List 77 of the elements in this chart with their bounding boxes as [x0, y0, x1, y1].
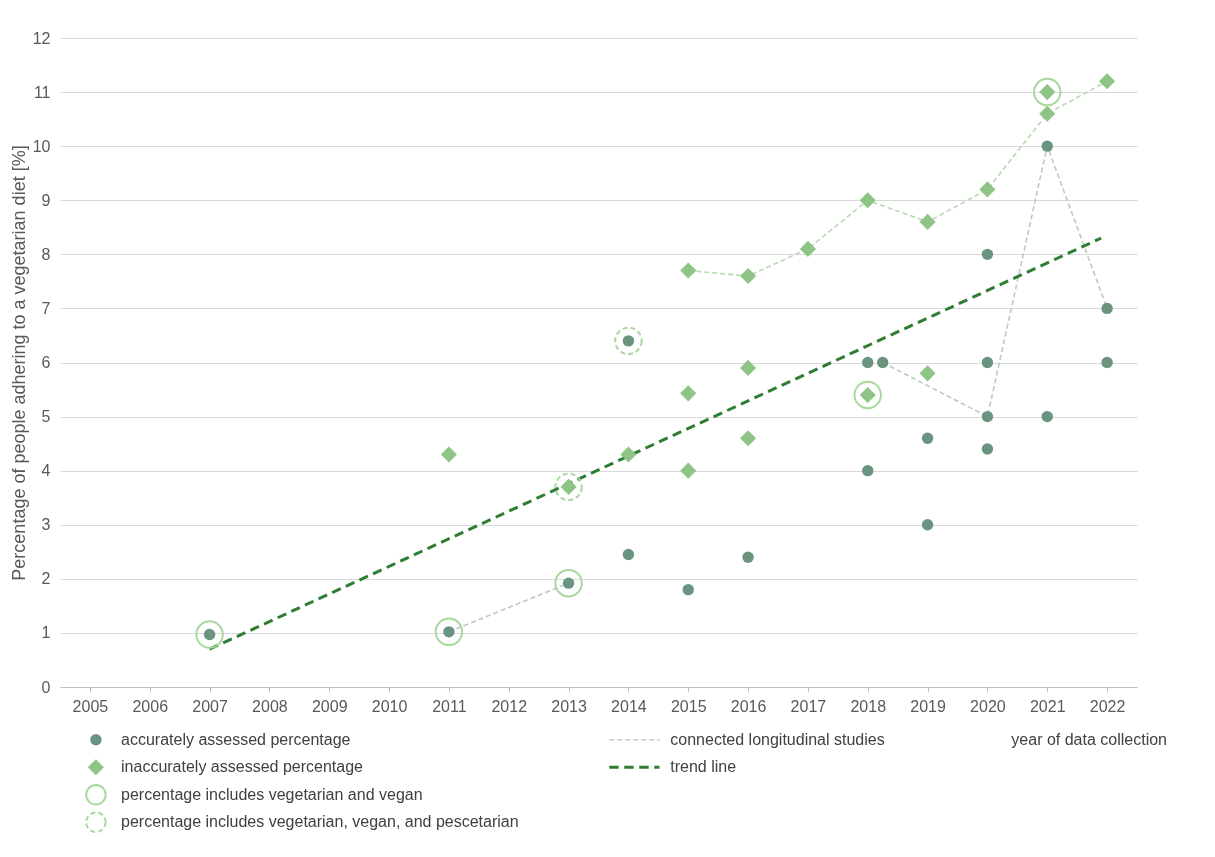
y-tick-label: 8 [41, 245, 51, 263]
point [614, 326, 643, 356]
point [740, 267, 757, 285]
point [1099, 73, 1116, 90]
point [622, 548, 635, 561]
x-tick-label: 2011 [432, 697, 467, 715]
point [979, 181, 996, 198]
legend-label: inaccurately assessed percentage [121, 758, 364, 776]
point [680, 385, 697, 402]
legend-label: trend line [670, 758, 737, 776]
x-tick-label: 2018 [850, 697, 887, 715]
point [981, 443, 994, 455]
point [799, 240, 816, 257]
point [680, 262, 697, 279]
point [1101, 356, 1113, 369]
point [740, 359, 757, 376]
y-tick-label: 6 [41, 354, 51, 371]
point [1033, 77, 1062, 107]
point [1041, 140, 1053, 152]
x-tick-label: 2010 [371, 697, 408, 715]
y-tick-label: 7 [41, 299, 51, 317]
legend-label: accurately assessed percentage [121, 730, 351, 748]
x-tick-label: 2012 [491, 697, 528, 715]
point [682, 583, 694, 596]
x-tick-label: 2015 [670, 697, 707, 715]
x-tick-label: 2009 [311, 697, 348, 715]
point [981, 356, 994, 369]
point [680, 462, 697, 479]
y-tick-label: 5 [41, 408, 51, 426]
point [981, 410, 994, 423]
legend-label: percentage includes vegetarian and vegan [121, 785, 423, 803]
x-tick-label: 2005 [72, 697, 109, 715]
y-tick-label: 2 [41, 570, 51, 588]
point [554, 568, 583, 598]
x-tick-label: 2020 [970, 697, 1006, 715]
y-tick-label: 12 [32, 29, 51, 47]
point [862, 356, 874, 369]
y-tick-label: 10 [32, 137, 51, 155]
y-tick-label: 3 [41, 516, 51, 534]
point [862, 464, 874, 477]
x-tick-label: 2014 [611, 697, 647, 715]
point [1039, 105, 1056, 122]
point [919, 365, 936, 382]
point [981, 248, 994, 261]
point [921, 432, 934, 444]
point [554, 472, 583, 502]
point [921, 519, 934, 531]
x-tick-label: 2022 [1089, 697, 1126, 715]
y-tick-label: 1 [41, 624, 51, 642]
legend-label: connected longitudinal studies [670, 730, 885, 748]
point [740, 430, 757, 447]
y-axis-title: Percentage of people adhering to a vegetarian diet [%] [8, 145, 29, 581]
point [853, 380, 882, 410]
point [195, 620, 224, 649]
x-tick-label: 2008 [252, 697, 288, 715]
point [1101, 302, 1113, 315]
x-tick-label: 2006 [132, 697, 169, 715]
x-tick-label: 2019 [910, 697, 946, 715]
point [440, 446, 457, 463]
legend-label: percentage includes vegetarian, vegan, and pescetarian [121, 813, 519, 831]
y-tick-label: 4 [41, 462, 51, 480]
point [742, 551, 754, 563]
point [919, 213, 936, 230]
x-axis-title: year of data collection [1011, 730, 1168, 748]
point [877, 356, 889, 369]
x-tick-label: 2016 [730, 697, 767, 715]
y-tick-label: 11 [33, 83, 51, 101]
x-tick-label: 2017 [790, 697, 827, 715]
point [1041, 410, 1053, 423]
point [434, 617, 464, 647]
y-tick-label: 0 [41, 678, 51, 696]
point [859, 192, 876, 209]
point [620, 446, 637, 463]
y-tick-label: 9 [41, 191, 51, 209]
x-tick-label: 2021 [1029, 697, 1066, 715]
x-tick-label: 2013 [551, 697, 587, 715]
x-tick-label: 2007 [192, 697, 228, 715]
